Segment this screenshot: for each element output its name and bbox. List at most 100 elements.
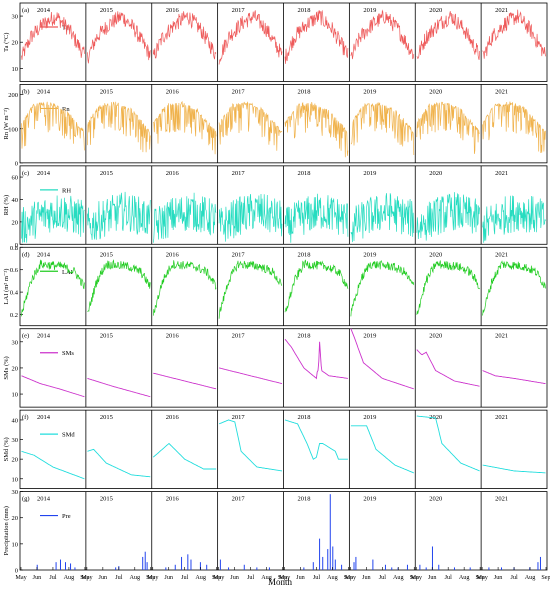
panel-e: 10 20 30 SMs (%) 2014 2015 2016 2017 2018 2019 202…	[3, 328, 548, 408]
series-line	[218, 260, 283, 319]
series-line	[350, 425, 414, 474]
series-line	[350, 260, 415, 317]
year-label: 2020	[429, 170, 442, 177]
year-label: 2017	[232, 496, 246, 503]
series-line	[218, 419, 283, 472]
year-label: 2016	[166, 333, 180, 340]
series-line	[218, 367, 283, 385]
x-tick-label: Sep	[80, 574, 89, 581]
series-line	[416, 349, 480, 387]
year-label: 2020	[429, 88, 442, 95]
y-tick-label: 100	[8, 126, 18, 133]
x-tick-label: Aug	[459, 574, 470, 581]
year-label: 2016	[166, 496, 180, 503]
panel-letter: (g)	[22, 496, 30, 503]
x-tick-label: Aug	[195, 574, 206, 581]
year-label: 2018	[298, 88, 311, 95]
y-tick-label: 10	[12, 476, 19, 483]
year-label: 2018	[298, 333, 311, 340]
panel-g: 0 10 20 30 Precipitation (mm) 2014 2015 2016 201…	[3, 489, 548, 575]
series-line	[152, 192, 217, 243]
y-axis-label: Precipitation (mm)	[3, 506, 10, 555]
x-tick-label: May	[15, 574, 27, 581]
series-line	[218, 101, 283, 151]
x-tick-label: Aug	[327, 574, 338, 581]
x-tick-label: Aug	[525, 574, 536, 581]
year-label: 2021	[495, 251, 508, 258]
panel-f: 10 20 30 40 SMd (%) 2014 2015 2016 2017 2018 2019 2…	[3, 409, 548, 489]
x-tick-label: May	[147, 574, 159, 581]
y-axis-label: Rn (W m⁻²)	[3, 108, 10, 140]
year-label: 2014	[37, 7, 51, 14]
panel-c: 0 20 40 60 RH (%) 2014 2015 2016 2017 2018 2019 202…	[3, 165, 548, 249]
series-line	[87, 377, 151, 398]
y-tick-label: 30	[12, 437, 19, 444]
x-tick-label: Sep	[344, 574, 353, 581]
y-tick-label: 40	[12, 417, 19, 424]
year-label: 2014	[37, 88, 51, 95]
series-line	[482, 370, 546, 385]
series-line	[350, 102, 415, 156]
series-line	[416, 192, 480, 241]
year-label: 2014	[37, 496, 51, 503]
x-axis-label: Month	[268, 577, 293, 587]
year-label: 2021	[495, 333, 508, 340]
year-label: 2015	[100, 7, 113, 14]
series-line	[416, 260, 480, 315]
y-tick-label: 10	[12, 66, 19, 73]
x-tick-label: Jun	[164, 574, 173, 581]
series-line	[153, 100, 217, 155]
series-line	[416, 101, 480, 154]
series-line	[87, 101, 151, 153]
series-line	[284, 259, 349, 313]
y-tick-label: 20	[12, 40, 19, 47]
panel-letter: (f)	[22, 414, 29, 421]
y-tick-label: 10	[12, 392, 19, 399]
year-label: 2016	[166, 88, 180, 95]
y-tick-label: 30	[12, 339, 19, 346]
year-label: 2019	[363, 496, 376, 503]
x-tick-label: Jul	[49, 574, 57, 581]
series-line	[21, 195, 85, 243]
x-tick-label: Aug	[129, 574, 140, 581]
legend-label: RH	[62, 187, 71, 194]
y-tick-label: 30	[12, 489, 19, 496]
series-line	[21, 450, 85, 480]
year-label: 2015	[100, 170, 113, 177]
year-label: 2015	[100, 88, 113, 95]
y-tick-label: 200	[8, 92, 18, 99]
y-tick-label: 20	[12, 219, 19, 226]
panel-a: 10 20 30 Ta (°C) 2014 2015 2016 2017 2018 2019 202…	[3, 2, 548, 82]
panel-letter: (d)	[22, 251, 30, 258]
year-label: 2019	[363, 88, 376, 95]
year-label: 2018	[298, 170, 311, 177]
year-label: 2016	[166, 170, 180, 177]
year-label: 2016	[166, 414, 180, 421]
year-label: 2017	[232, 333, 246, 340]
y-tick-label: 0.2	[10, 312, 18, 319]
x-tick-label: Sep	[146, 574, 155, 581]
legend-label: SMs	[62, 350, 74, 357]
y-tick-label: 20	[12, 365, 19, 372]
series-line	[416, 11, 480, 61]
series-line	[21, 375, 85, 398]
series-line	[350, 328, 414, 390]
series-line	[284, 101, 349, 158]
year-label: 2017	[232, 88, 246, 95]
year-label: 2017	[232, 170, 246, 177]
year-label: 2019	[363, 333, 376, 340]
x-tick-label: Jun	[33, 574, 42, 581]
series-line	[482, 101, 546, 154]
x-tick-label: Aug	[261, 574, 272, 581]
x-tick-label: Jul	[510, 574, 518, 581]
y-axis-label: LAI (m² m⁻²)	[3, 269, 10, 305]
series-line	[350, 193, 415, 243]
series-line	[87, 448, 151, 478]
year-label: 2020	[429, 251, 442, 258]
x-tick-label: Jun	[494, 574, 503, 581]
x-tick-label: Sep	[541, 574, 550, 581]
panel-b: 0 100 200 Rn (W m⁻²) 2014 2015 2016 2017 2018 201…	[3, 84, 548, 167]
year-label: 2020	[429, 496, 442, 503]
legend-label: Rn	[62, 106, 70, 113]
x-tick-label: Sep	[475, 574, 484, 581]
